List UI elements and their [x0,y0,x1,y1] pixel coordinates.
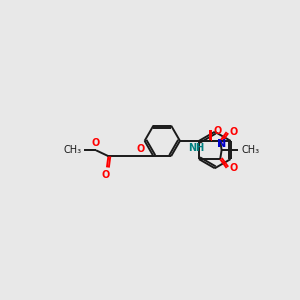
Text: O: O [92,138,100,148]
Text: O: O [229,127,237,137]
Text: O: O [229,163,237,173]
Text: O: O [214,126,222,136]
Text: O: O [102,170,110,180]
Text: NH: NH [188,142,204,153]
Text: CH₃: CH₃ [242,145,260,155]
Text: O: O [136,144,144,154]
Text: CH₃: CH₃ [63,145,81,155]
Text: N: N [217,139,226,148]
